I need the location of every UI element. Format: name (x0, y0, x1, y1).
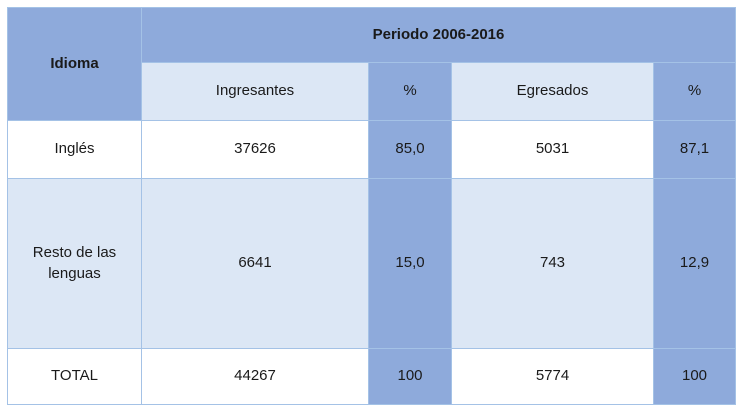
value-cell-ingles-egresados: 5031 (451, 120, 654, 179)
value-cell-total-ingresantes: 44267 (141, 348, 369, 405)
col-header-pct-egresados: % (653, 62, 736, 121)
table-row-ingles: Inglés 37626 85,0 5031 87,1 (7, 120, 736, 179)
idioma-periodo-table: Idioma Periodo 2006-2016 Ingresantes % E… (7, 7, 736, 405)
value-cell-total-pct-ingresantes: 100 (368, 348, 452, 405)
value-cell-resto-pct-ingresantes: 15,0 (368, 178, 452, 349)
value-cell-resto-ingresantes: 6641 (141, 178, 369, 349)
table-row-resto-lenguas: Resto de las lenguas 6641 15,0 743 12,9 (7, 178, 736, 349)
value-cell-total-pct-egresados: 100 (653, 348, 736, 405)
row-label-resto-lenguas: Resto de las lenguas (7, 178, 142, 349)
value-cell-ingles-pct-ingresantes: 85,0 (368, 120, 452, 179)
value-cell-resto-pct-egresados: 12,9 (653, 178, 736, 349)
col-header-egresados: Egresados (451, 62, 654, 121)
header-row-columns: Ingresantes % Egresados % (8, 62, 736, 121)
table-title-periodo: Periodo 2006-2016 (141, 7, 736, 63)
value-cell-ingles-ingresantes: 37626 (141, 120, 369, 179)
row-label-total: TOTAL (7, 348, 142, 405)
value-cell-ingles-pct-egresados: 87,1 (653, 120, 736, 179)
table-row-total: TOTAL 44267 100 5774 100 (7, 348, 736, 405)
row-header-idioma: Idioma (7, 7, 142, 121)
header-row-title: Idioma Periodo 2006-2016 (7, 7, 736, 121)
col-header-ingresantes: Ingresantes (141, 62, 369, 121)
col-header-pct-ingresantes: % (368, 62, 452, 121)
row-label-ingles: Inglés (7, 120, 142, 179)
value-cell-resto-egresados: 743 (451, 178, 654, 349)
value-cell-total-egresados: 5774 (451, 348, 654, 405)
